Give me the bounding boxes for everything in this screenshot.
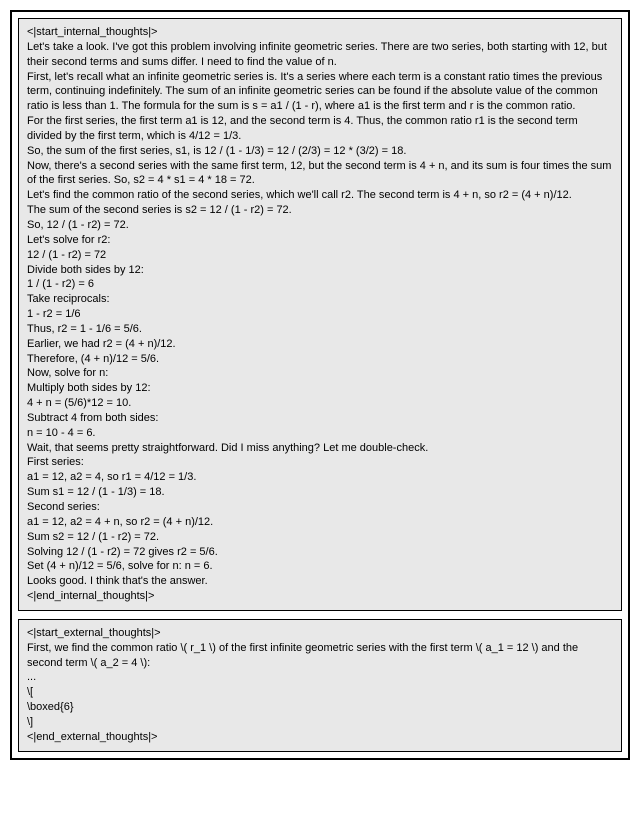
text-line: Take reciprocals:	[27, 292, 613, 307]
text-line: 12 / (1 - r2) = 72	[27, 248, 613, 263]
text-line: Sum s2 = 12 / (1 - r2) = 72.	[27, 530, 613, 545]
text-line: a1 = 12, a2 = 4 + n, so r2 = (4 + n)/12.	[27, 515, 613, 530]
text-line: For the first series, the first term a1 …	[27, 114, 613, 144]
text-line: Looks good. I think that's the answer.	[27, 574, 613, 589]
internal-thoughts-block: <|start_internal_thoughts|>Let's take a …	[18, 18, 622, 611]
blocks-container: <|start_internal_thoughts|>Let's take a …	[18, 18, 622, 752]
text-line: <|end_external_thoughts|>	[27, 730, 613, 745]
text-line: 4 + n = (5/6)*12 = 10.	[27, 396, 613, 411]
text-line: \[	[27, 685, 613, 700]
text-line: ...	[27, 670, 613, 685]
text-line: <|start_external_thoughts|>	[27, 626, 613, 641]
text-line: So, the sum of the first series, s1, is …	[27, 144, 613, 159]
text-line: n = 10 - 4 = 6.	[27, 426, 613, 441]
text-line: <|end_internal_thoughts|>	[27, 589, 613, 604]
text-line: First, we find the common ratio \( r_1 \…	[27, 641, 613, 671]
text-line: Now, there's a second series with the sa…	[27, 159, 613, 189]
text-line: Let's find the common ratio of the secon…	[27, 188, 613, 203]
text-line: a1 = 12, a2 = 4, so r1 = 4/12 = 1/3.	[27, 470, 613, 485]
text-line: Let's take a look. I've got this problem…	[27, 40, 613, 70]
text-line: Solving 12 / (1 - r2) = 72 gives r2 = 5/…	[27, 545, 613, 560]
text-line: First, let's recall what an infinite geo…	[27, 70, 613, 115]
text-line: Second series:	[27, 500, 613, 515]
text-line: 1 - r2 = 1/6	[27, 307, 613, 322]
document-frame: <|start_internal_thoughts|>Let's take a …	[10, 10, 630, 760]
text-line: \]	[27, 715, 613, 730]
text-line: \boxed{6}	[27, 700, 613, 715]
external-thoughts-block: <|start_external_thoughts|>First, we fin…	[18, 619, 622, 752]
text-line: Set (4 + n)/12 = 5/6, solve for n: n = 6…	[27, 559, 613, 574]
text-line: First series:	[27, 455, 613, 470]
text-line: So, 12 / (1 - r2) = 72.	[27, 218, 613, 233]
text-line: Earlier, we had r2 = (4 + n)/12.	[27, 337, 613, 352]
text-line: Therefore, (4 + n)/12 = 5/6.	[27, 352, 613, 367]
text-line: Sum s1 = 12 / (1 - 1/3) = 18.	[27, 485, 613, 500]
text-line: Thus, r2 = 1 - 1/6 = 5/6.	[27, 322, 613, 337]
text-line: Let's solve for r2:	[27, 233, 613, 248]
text-line: Wait, that seems pretty straightforward.…	[27, 441, 613, 456]
text-line: Subtract 4 from both sides:	[27, 411, 613, 426]
text-line: Multiply both sides by 12:	[27, 381, 613, 396]
text-line: <|start_internal_thoughts|>	[27, 25, 613, 40]
text-line: The sum of the second series is s2 = 12 …	[27, 203, 613, 218]
text-line: 1 / (1 - r2) = 6	[27, 277, 613, 292]
text-line: Divide both sides by 12:	[27, 263, 613, 278]
text-line: Now, solve for n:	[27, 366, 613, 381]
